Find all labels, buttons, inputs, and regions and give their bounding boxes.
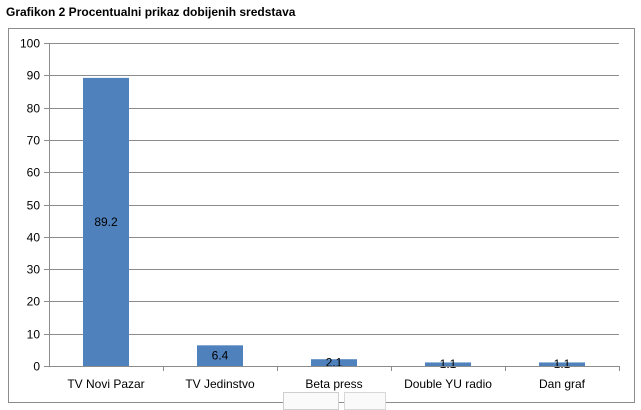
x-category-label-3: Beta press: [305, 377, 362, 391]
y-tick-label-60: 60: [27, 166, 41, 180]
data-label-1: 89.2: [94, 215, 118, 229]
bar-5: [539, 362, 585, 366]
thumbnail-image-1[interactable]: [283, 392, 339, 410]
bar-4: [425, 362, 471, 366]
y-tick-label-100: 100: [20, 37, 40, 51]
data-label-5: 1.1: [554, 357, 571, 371]
chart-title: Grafikon 2 Procentualni prikaz dobijenih…: [6, 5, 296, 19]
y-tick-label-90: 90: [27, 69, 41, 83]
y-tick-label-30: 30: [27, 263, 41, 277]
bar-2: [197, 345, 243, 366]
data-label-2: 6.4: [212, 349, 229, 363]
x-category-label-4: Double YU radio: [404, 377, 492, 391]
data-label-3: 2.1: [326, 356, 343, 370]
x-category-label-1: TV Novi Pazar: [67, 377, 144, 391]
y-tick-label-80: 80: [27, 102, 41, 116]
x-category-label-2: TV Jedinstvo: [185, 377, 255, 391]
y-tick-label-20: 20: [27, 295, 41, 309]
y-tick-label-70: 70: [27, 134, 41, 148]
y-tick-label-10: 10: [27, 328, 41, 342]
bar-1: [83, 77, 129, 366]
bar-3: [311, 359, 357, 366]
y-tick-label-40: 40: [27, 231, 41, 245]
x-category-label-5: Dan graf: [539, 377, 586, 391]
thumbnail-image-2[interactable]: [344, 392, 386, 410]
data-label-4: 1.1: [440, 357, 457, 371]
y-tick-label-50: 50: [27, 199, 41, 213]
y-tick-label-0: 0: [33, 360, 40, 374]
